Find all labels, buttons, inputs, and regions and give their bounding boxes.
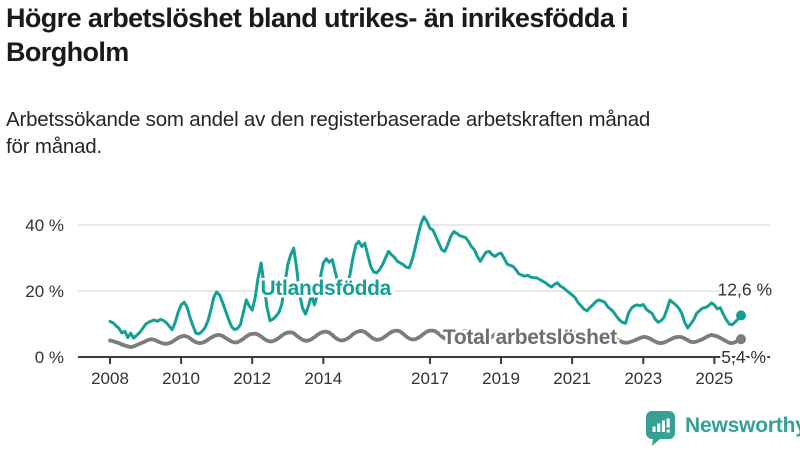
newsworthy-logo: Newsworthy xyxy=(646,411,800,446)
series-name-label: Utlandsfödda xyxy=(261,277,392,300)
y-axis-label: 20 % xyxy=(25,282,64,301)
chart-subtitle: Arbetssökande som andel av den registerb… xyxy=(6,108,651,159)
newsworthy-logo-icon xyxy=(646,411,675,446)
x-axis-tick-label: 2008 xyxy=(91,369,129,388)
chart-title: Högre arbetslöshet bland utrikes- än inr… xyxy=(6,3,629,67)
x-axis-tick-label: 2023 xyxy=(624,369,662,388)
series-line-utlandsfodda xyxy=(108,215,743,340)
x-axis-tick-label: 2012 xyxy=(233,369,271,388)
series-name-label: Total arbetslöshet xyxy=(443,326,617,349)
series-end-value-label: 5,4 % xyxy=(721,347,766,367)
x-axis-tick-label: 2019 xyxy=(482,369,520,388)
y-axis-label: 40 % xyxy=(25,216,64,235)
brand-name: Newsworthy xyxy=(685,414,800,437)
x-axis-tick-label: 2021 xyxy=(553,369,591,388)
series-end-dot xyxy=(736,334,747,345)
series-end-value-label: 12,6 % xyxy=(718,279,772,299)
line-chart: 0 % 20 % 40 % 2008 2010 2012 2014 2017 2019 2021 2… xyxy=(25,215,774,388)
x-axis-tick-label: 2014 xyxy=(304,369,342,388)
x-axis-tick-label: 2017 xyxy=(411,369,449,388)
x-axis-tick-label: 2010 xyxy=(162,369,200,388)
x-axis-tick-label: 2025 xyxy=(695,369,733,388)
series-end-dot xyxy=(736,310,747,321)
series-line-total xyxy=(108,328,743,350)
y-axis-label: 0 % xyxy=(35,348,64,367)
